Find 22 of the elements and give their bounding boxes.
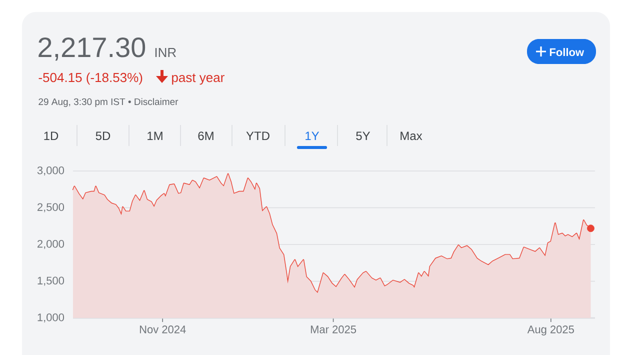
text: 1M bbox=[148, 132, 162, 140]
y-tick-label: 3,000 bbox=[37, 166, 64, 176]
x-tick-label: Aug 2025 bbox=[527, 326, 574, 336]
text: 29 Aug, 3:30 pm IST • Disclaimer bbox=[38, 98, 178, 107]
text: 5Y bbox=[356, 132, 370, 140]
y-tick-label: 1,000 bbox=[38, 313, 64, 323]
text: INR bbox=[155, 48, 176, 57]
text: 1D bbox=[44, 132, 58, 140]
x-tick-label: Mar 2025 bbox=[310, 326, 356, 334]
text: 5D bbox=[96, 132, 110, 140]
x-tick-label: Nov 2024 bbox=[140, 326, 186, 334]
text: Max bbox=[400, 132, 422, 140]
y-tick-label: 2,000 bbox=[37, 240, 64, 250]
text: YTD bbox=[246, 132, 270, 140]
y-tick-label: 2,500 bbox=[37, 203, 64, 212]
text: 1Y bbox=[306, 132, 320, 140]
text: Follow bbox=[550, 48, 584, 56]
y-tick-label: 1,500 bbox=[38, 276, 64, 286]
text: -504.15 (-18.53%) bbox=[38, 72, 142, 85]
text: 2,217.30 bbox=[38, 37, 146, 61]
text: past year bbox=[172, 74, 224, 85]
text: 6M bbox=[198, 132, 214, 140]
